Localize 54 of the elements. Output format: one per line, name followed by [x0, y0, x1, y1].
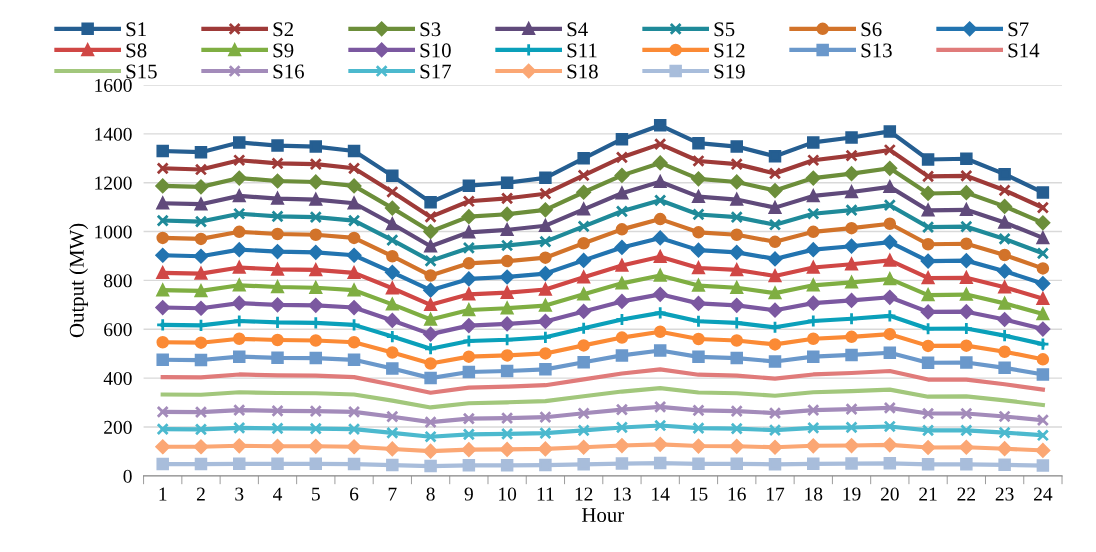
x-axis-title: Hour: [581, 508, 625, 523]
legend-label: S6: [861, 22, 882, 37]
x-tick-label: 5: [312, 487, 320, 501]
x-tick-label: 1: [159, 487, 167, 501]
legend-label: S5: [714, 22, 735, 37]
y-axis-title: Output (MW): [69, 223, 89, 338]
x-tick-label: 19: [843, 487, 861, 501]
x-tick-label: 22: [957, 487, 975, 501]
legend-label: S19: [714, 64, 745, 79]
legend-label: S4: [567, 22, 588, 37]
x-tick-label: 24: [1034, 487, 1053, 501]
x-tick-label: 13: [613, 487, 631, 501]
legend-label: S13: [861, 43, 892, 58]
x-tick-label: 7: [388, 487, 397, 501]
x-tick-label: 12: [575, 487, 593, 501]
legend-label: S8: [126, 43, 147, 58]
x-tick-label: 15: [690, 487, 708, 501]
legend-label: S11: [567, 43, 597, 58]
x-tick-label: 16: [728, 487, 746, 501]
x-tick-label: 4: [273, 487, 283, 501]
y-tick-label: 1600: [95, 78, 132, 92]
x-tick-label: 17: [767, 487, 785, 501]
legend-label: S7: [1008, 22, 1029, 37]
legend-label: S16: [273, 64, 304, 79]
y-tick-label: 1200: [95, 176, 132, 190]
legend-label: S12: [714, 43, 745, 58]
y-tick-label: 0: [123, 469, 132, 483]
x-tick-label: 14: [652, 487, 670, 501]
legend-label: S18: [567, 64, 598, 79]
x-tick-label: 6: [350, 487, 359, 501]
x-tick-label: 21: [919, 487, 937, 501]
y-tick-label: 600: [104, 323, 132, 337]
x-tick-label: 20: [880, 487, 899, 501]
y-tick-label: 400: [103, 371, 132, 386]
y-tick-label: 200: [104, 420, 132, 434]
x-tick-label: 23: [995, 487, 1014, 501]
legend-label: S17: [420, 64, 451, 79]
y-tick-label: 800: [104, 274, 132, 288]
legend-label: S15: [126, 64, 157, 79]
legend-label: S14: [1008, 43, 1040, 58]
x-tick-label: 10: [499, 487, 517, 501]
legend-label: S2: [273, 22, 294, 37]
x-tick-label: 9: [464, 487, 473, 501]
x-tick-label: 3: [235, 487, 244, 501]
x-tick-label: 11: [537, 487, 554, 501]
x-tick-label: 2: [196, 487, 205, 501]
legend-label: S10: [420, 43, 451, 58]
legend-label: S3: [420, 22, 441, 37]
y-tick-label: 1000: [95, 225, 132, 239]
x-tick-label: 8: [426, 487, 435, 501]
legend-label: S1: [126, 22, 146, 37]
x-tick-label: 18: [805, 487, 823, 501]
y-tick-label: 1400: [95, 127, 132, 141]
legend-label: S9: [273, 43, 294, 58]
